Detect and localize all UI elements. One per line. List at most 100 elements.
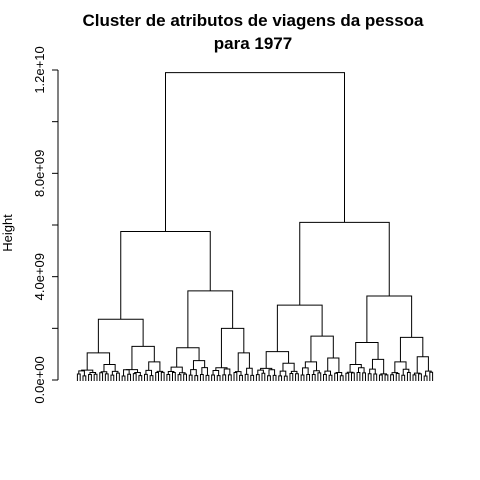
dendrogram-branch [97,318,144,353]
dendrogram-branch [86,352,111,371]
dendrogram-branch [402,368,410,376]
dendrogram-branch [144,373,148,380]
dendrogram-branch [104,373,109,380]
dendrogram-branch [116,372,120,380]
dendrogram-branch [282,362,295,372]
dendrogram-branch [192,360,206,370]
dendrogram-branch [177,374,182,380]
dendrogram-branch [313,370,320,375]
dendrogram-branch [148,361,161,372]
dendrogram-branch [250,374,255,380]
dendrogram-branch [356,372,361,380]
dendrogram-branch [425,370,432,376]
dendrogram-branch [310,335,334,362]
dendrogram-branch [145,369,153,376]
dendrogram-branch [272,374,277,380]
dendrogram-branch [138,375,143,380]
dendrogram-branch [93,373,98,380]
dendrogram-branch [223,368,231,375]
dendrogram-branch [283,375,288,380]
dendrogram-branch [78,370,85,376]
dendrogram-branch [199,374,204,380]
dendrogram-branch [246,367,253,376]
dendrogram-branch [362,372,366,380]
y-tick-label: 8.0e+09 [32,150,47,197]
dendrogram-branch [367,373,372,380]
dendrogram-branch [103,364,116,372]
dendrogram-branch [390,374,394,380]
dendrogram-branch [260,367,273,371]
chart-title-line-2: para 1977 [214,34,292,53]
dendrogram-branch [306,374,311,380]
y-tick-label: 0.0e+00 [32,356,47,403]
dendrogram-branch [267,375,271,380]
dendrogram-branch [121,375,126,380]
dendrogram-branch [227,374,232,380]
dendrogram-branch [212,369,220,376]
dendrogram-branch [412,374,417,380]
dendrogram-branch [276,304,323,352]
dendrogram-leaves [76,380,434,381]
dendrogram-branch [215,367,228,371]
dendrogram-branch [399,336,424,362]
dendrogram-branch [349,364,362,373]
dendrogram-branch [170,366,183,373]
dendrogram-branch [110,374,115,380]
dendrogram-branch [369,368,376,375]
dendrogram-branch [395,373,400,380]
y-axis-label: Height [0,214,15,252]
dendrogram-branch [155,372,160,380]
dendrogram-branch [302,367,309,375]
chart-title-line-1: Cluster de atributos de viagens da pesso… [82,11,424,30]
dendrogram-branch [328,374,333,380]
dendrogram-branch [371,358,385,374]
dendrogram-branch [350,372,355,380]
dendrogram-branch [339,375,344,380]
dendrogram-branch [355,342,379,365]
dendrogram-branch [127,373,132,380]
dendrogram-branch [244,373,249,380]
dendrogram-branch [373,373,378,380]
dendrogram-branch [178,372,186,375]
dendrogram-branch [211,374,215,380]
dendrogram-branch [160,371,165,380]
dendrogram-branch [324,370,332,376]
dendrogram-branch [401,374,406,380]
dendrogram-branch [187,290,234,348]
dendrogram-branch [188,374,193,380]
y-tick-label: 4.0e+09 [32,253,47,300]
dendrogram-branch [205,374,210,380]
dendrogram-branch [166,374,171,380]
dendrogram-branch [132,373,137,380]
dendrogram-branch [257,369,264,375]
dendrogram-branch [300,374,305,380]
dendrogram-branch [429,371,434,380]
dendrogram-branch [99,372,104,380]
dendrogram-branch [165,72,345,232]
dendrogram-branch [394,361,407,373]
dendrogram-branch [334,372,339,380]
dendrogram-branch [149,375,154,380]
dendrogram-tree [76,72,434,380]
dendrogram-branch [289,373,294,380]
dendrogram-branch [378,374,383,380]
dendrogram-branch [76,373,81,380]
y-tick-label: 1.2e+10 [32,46,47,93]
dendrogram-branch [278,375,283,380]
dendrogram-branch [190,369,197,376]
dendrogram-branch [233,372,238,380]
dendrogram-branch [299,221,390,306]
dendrogram-branch [82,375,87,380]
dendrogram-branch [123,369,130,376]
dendrogram-branch [89,371,97,375]
dendrogram-branch [279,370,287,377]
dendrogram-branch [220,327,245,368]
dendrogram-branch [366,295,413,343]
dendrogram-branch [201,367,208,376]
dendrogram-branch [345,372,350,380]
dendrogram-branch [183,373,187,380]
dendrogram-branch [222,374,227,380]
dendrogram-branch [418,373,422,380]
dendrogram-branch [357,367,365,373]
